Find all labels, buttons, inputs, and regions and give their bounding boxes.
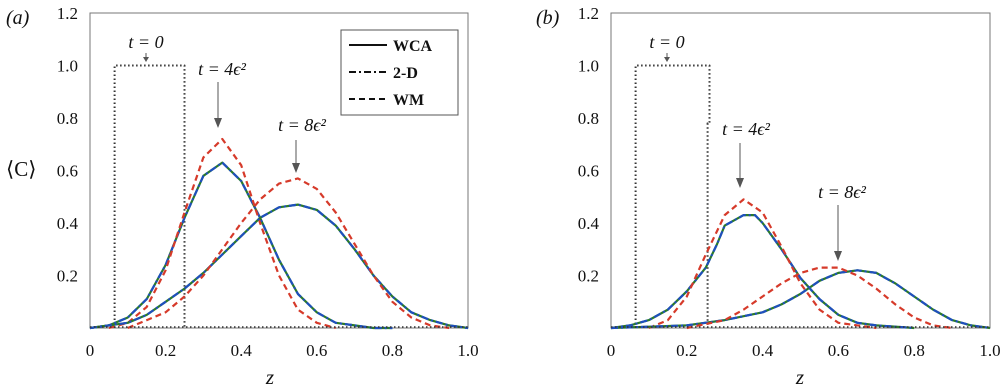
y-tick-label: 1.0 xyxy=(57,57,78,76)
legend-label-wca: WCA xyxy=(393,38,433,55)
y-tick-label: 0.2 xyxy=(578,267,599,286)
x-tick-label: 0.2 xyxy=(155,341,176,360)
series-line-a-6 xyxy=(127,177,450,330)
series-line-a-1 xyxy=(89,161,393,330)
annotation-t8-a-arrowhead xyxy=(292,163,300,173)
annotation-t0-b-arrowhead xyxy=(664,57,670,62)
x-tick-label: 1.0 xyxy=(979,341,1000,360)
y-tick-label: 0.2 xyxy=(57,267,78,286)
annotation-t4-a-arrowhead xyxy=(214,118,222,128)
x-tick-label: 1.0 xyxy=(457,341,478,360)
legend-label-2d: 2-D xyxy=(393,65,418,82)
panel-b-y-ticks: 0.2 0.4 0.6 0.8 1.0 1.2 xyxy=(578,4,600,286)
annotation-t4-b-arrowhead xyxy=(736,178,744,188)
y-tick-label: 1.2 xyxy=(57,4,78,23)
panel-a-xlabel: z xyxy=(265,365,274,389)
series-line-a-4 xyxy=(89,203,469,330)
annotation-t0-a: t = 0 xyxy=(128,32,163,52)
series-line-b-2 xyxy=(610,214,915,330)
series-line-b-3 xyxy=(648,198,877,330)
x-tick-label: 0.6 xyxy=(306,341,327,360)
panel-a-frame xyxy=(89,12,469,329)
x-tick-label: 0 xyxy=(86,341,95,360)
x-tick-label: 0.2 xyxy=(676,341,697,360)
panel-b-frame xyxy=(610,12,991,329)
y-tick-label: 0.8 xyxy=(57,109,78,128)
y-tick-label: 1.0 xyxy=(578,57,599,76)
series-line-a-3 xyxy=(108,137,336,330)
panel-a-label: (a) xyxy=(6,7,30,29)
y-tick-label: 1.2 xyxy=(578,4,599,23)
x-tick-label: 0.6 xyxy=(828,341,849,360)
panel-b-series xyxy=(610,64,991,330)
panel-a-ylabel: ⟨C⟩ xyxy=(6,157,36,181)
x-tick-label: 0.8 xyxy=(382,341,403,360)
panel-b-xlabel: z xyxy=(795,365,804,389)
panel-a: (a) 0 0.2 0.4 0.6 0.8 1.0 0.20.40.60.81.01.2 … xyxy=(6,4,479,389)
x-tick-label: 0.4 xyxy=(231,341,253,360)
annotation-t8-b: t = 8ϵ² xyxy=(818,182,866,202)
annotation-t8-b-arrowhead xyxy=(834,251,842,261)
series-line-b-6 xyxy=(686,266,953,330)
y-tick-label: 0.4 xyxy=(578,214,600,233)
panel-a-series xyxy=(89,64,469,330)
y-tick-label: 0.6 xyxy=(57,162,78,181)
series-line-b-0 xyxy=(634,64,711,328)
y-tick-label: 0.4 xyxy=(57,214,79,233)
panel-b: (b) 0 0.2 0.4 0.6 0.8 1.0 0.20.40.60.81.01.2 … xyxy=(536,4,1001,389)
series-line-a-0 xyxy=(113,64,186,328)
panel-a-y-ticks: 0.2 0.4 0.6 0.8 1.0 1.2 xyxy=(57,4,79,286)
panel-a-legend: WCA 2-D WM xyxy=(340,29,459,116)
x-tick-label: 0.8 xyxy=(904,341,925,360)
annotation-t4-a: t = 4ϵ² xyxy=(198,59,246,79)
panel-b-label: (b) xyxy=(536,7,560,29)
panel-b-x-ticks: 0 0.2 0.4 0.6 0.8 1.0 xyxy=(607,341,1001,360)
annotation-t4-b: t = 4ϵ² xyxy=(722,119,770,139)
annotation-t0-a-arrowhead xyxy=(143,57,149,62)
legend-label-wm: WM xyxy=(393,92,424,109)
panel-a-x-ticks: 0 0.2 0.4 0.6 0.8 1.0 xyxy=(86,341,479,360)
x-tick-label: 0.4 xyxy=(752,341,774,360)
annotation-t0-b: t = 0 xyxy=(649,32,684,52)
series-line-a-2 xyxy=(89,161,393,330)
series-line-a-5 xyxy=(89,203,469,330)
annotation-t8-a: t = 8ϵ² xyxy=(278,115,326,135)
x-tick-label: 0 xyxy=(607,341,616,360)
y-tick-label: 0.6 xyxy=(578,162,599,181)
y-tick-label: 0.8 xyxy=(578,109,599,128)
